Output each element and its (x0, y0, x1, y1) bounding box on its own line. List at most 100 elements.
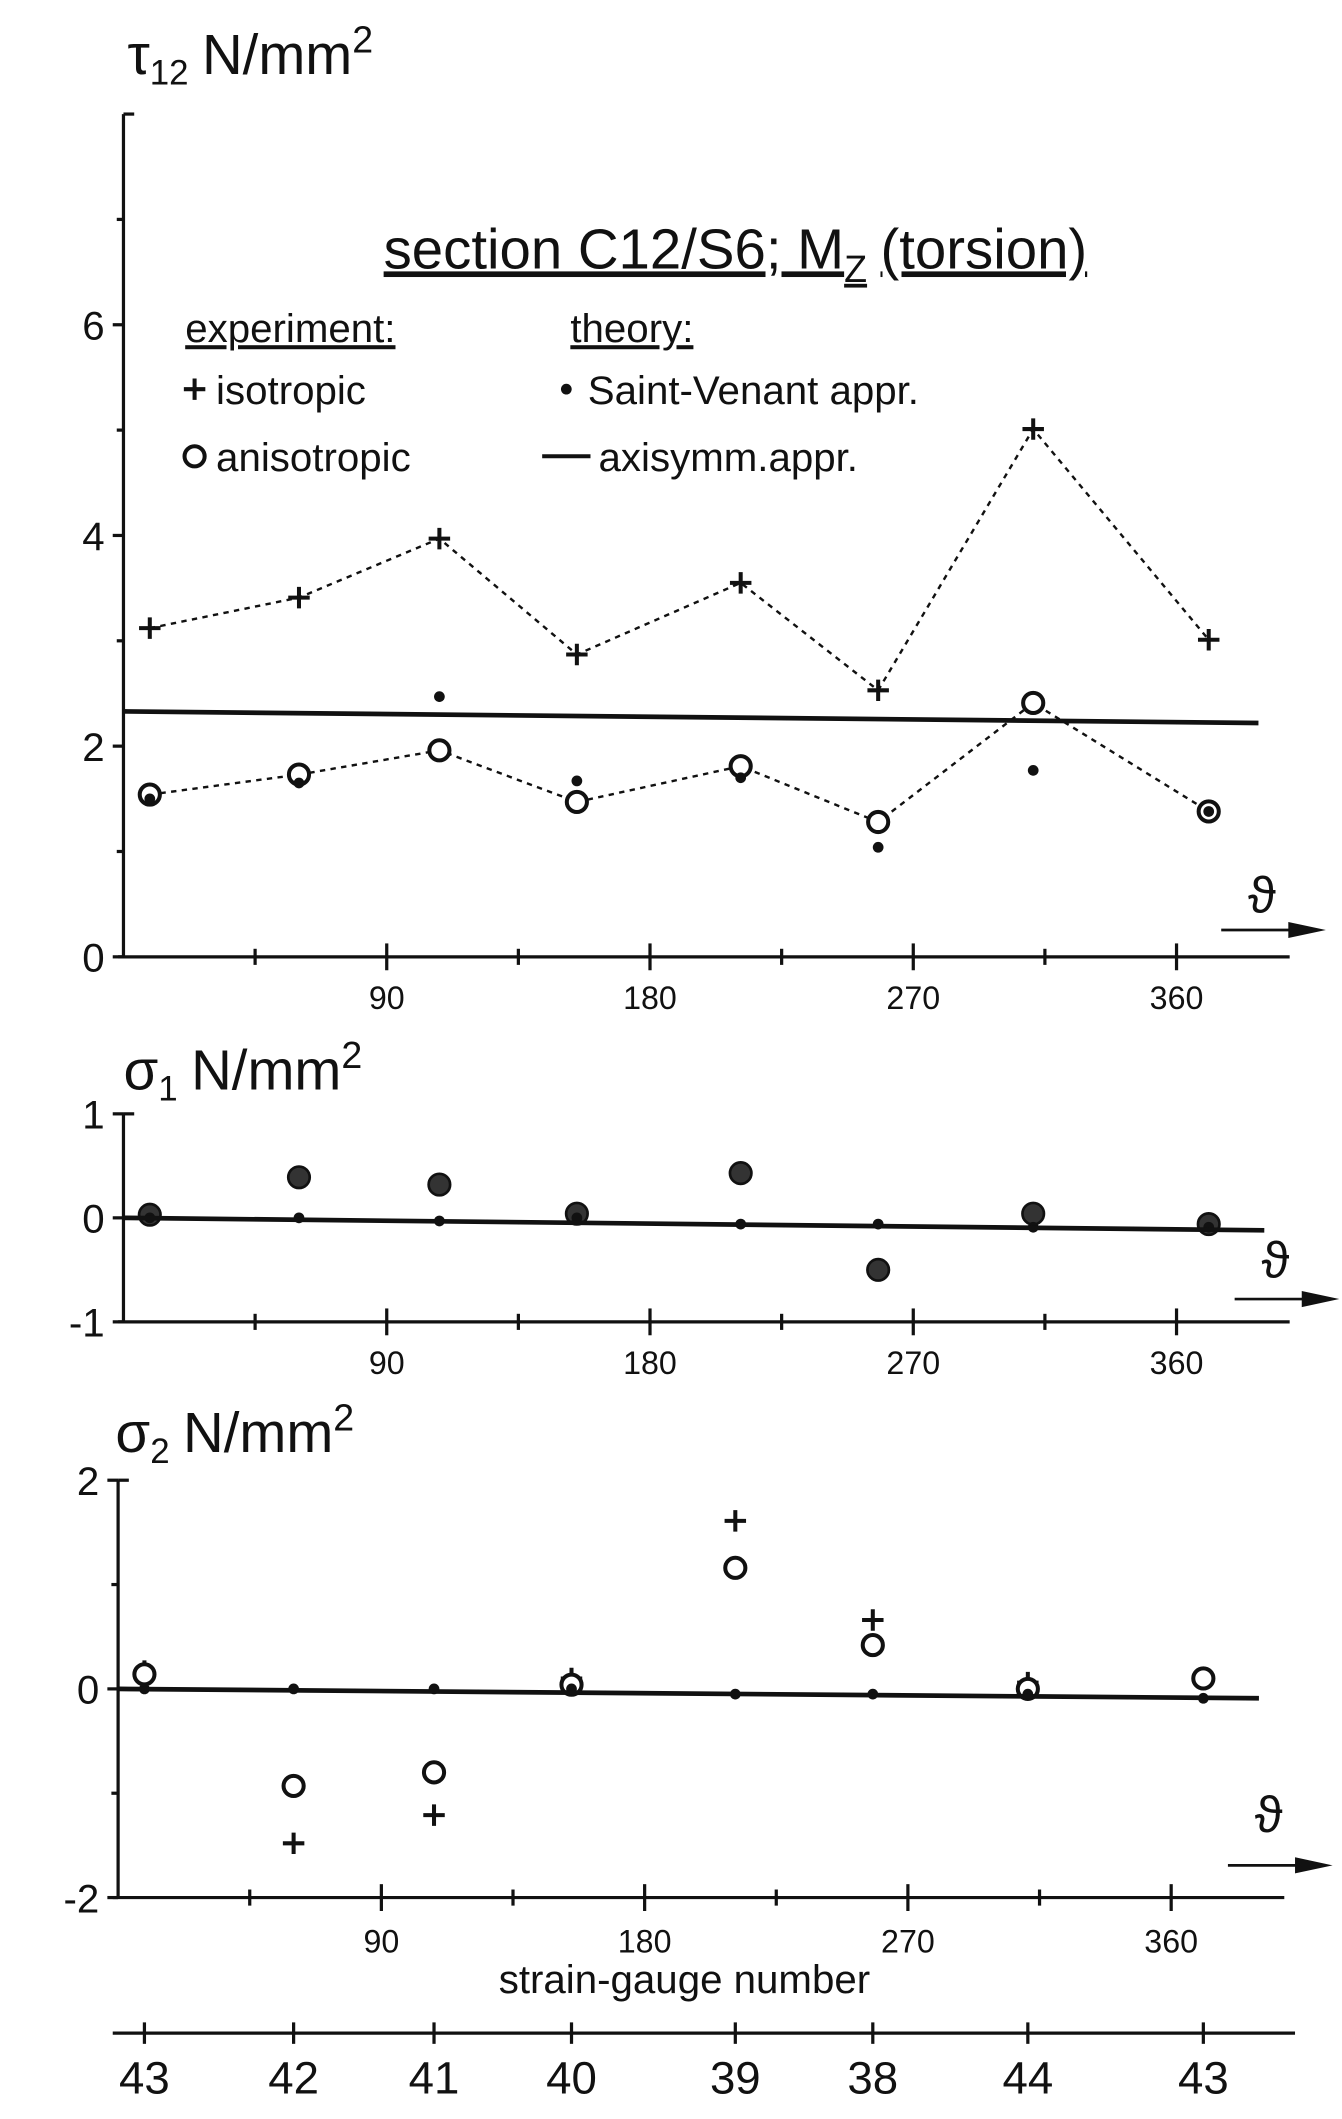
y-label-symbol: σ (123, 1039, 158, 1102)
plus-marker (139, 617, 161, 639)
gauge-label: 41 (409, 2053, 460, 2104)
circle-marker (281, 1773, 306, 1799)
y-tick-label: 6 (82, 304, 104, 349)
circle-marker (860, 1632, 885, 1658)
y-tick-label: 0 (77, 1668, 99, 1713)
circle-marker (866, 809, 891, 835)
plus-marker (1022, 418, 1044, 440)
plus-marker (566, 643, 588, 666)
legend-group: experiment: (185, 306, 395, 351)
x-tick-label: 270 (881, 1924, 935, 1960)
y-label-superscript: 2 (333, 1397, 354, 1439)
title-subscript: Z (844, 248, 867, 290)
dot-marker (735, 772, 747, 784)
dot-marker (1027, 765, 1039, 776)
circle-marker (182, 444, 207, 469)
y-tick-label: 1 (82, 1093, 104, 1138)
plus-marker (1197, 629, 1220, 651)
circle-marker (564, 789, 589, 815)
y-tick-label: 0 (82, 1197, 104, 1242)
x-tick-label: 90 (369, 980, 405, 1016)
circle-marker (728, 1161, 753, 1186)
gauge-label: 43 (119, 2053, 170, 2104)
plus-marker (183, 378, 206, 400)
y-tick-label: 4 (82, 514, 104, 559)
y-label-unit: N/mm (191, 1039, 341, 1102)
circle-marker (1021, 690, 1046, 716)
x-arrow-head (1295, 1857, 1333, 1874)
x-tick-label: 360 (1150, 980, 1204, 1016)
circle-marker (286, 1165, 312, 1190)
x-axis-label: ϑ (1248, 867, 1276, 924)
plus-marker (282, 1832, 305, 1855)
dot-marker (571, 775, 583, 787)
circle-marker (1191, 1666, 1216, 1691)
x-tick-label: 360 (1150, 1345, 1204, 1381)
x-axis-label: ϑ (1255, 1786, 1283, 1843)
circle-marker (427, 1172, 452, 1197)
y-label-symbol: σ (115, 1401, 150, 1464)
dot-marker (560, 383, 572, 395)
x-arrow-head (1288, 921, 1326, 939)
circle-marker (866, 1257, 891, 1282)
gauge-label: 39 (710, 2053, 761, 2104)
gauge-label: 42 (268, 2053, 319, 2104)
gauge-label: 43 (1178, 2053, 1229, 2104)
y-tick-label: 2 (82, 725, 104, 770)
y-tick-label: -1 (69, 1301, 105, 1346)
x-tick-label: 90 (369, 1345, 405, 1381)
y-label-symbol: τ (127, 23, 149, 86)
plus-marker (724, 1510, 747, 1532)
x-tick-label: 270 (886, 1345, 940, 1381)
dot-marker (144, 793, 156, 805)
gauge-label: 40 (546, 2053, 597, 2104)
dot-marker (872, 841, 884, 853)
plus-marker (288, 586, 310, 609)
title-suffix: (torsion) (880, 217, 1087, 280)
x-tick-label: 360 (1144, 1924, 1198, 1960)
title-text: section C12/S6; M (384, 217, 844, 280)
dot-marker (1203, 806, 1215, 817)
x-tick-label: 180 (623, 1345, 677, 1381)
series-line (123, 1215, 1265, 1233)
series-line (123, 709, 1259, 726)
circle-marker (132, 1662, 157, 1687)
series-dotted-line (149, 426, 1210, 693)
chart-title: section C12/S6; MZ (torsion) (384, 217, 1088, 289)
legend-label: Saint-Venant appr. (588, 368, 919, 413)
plus-marker (729, 572, 752, 594)
y-axis-label: σ2 N/mm2 (115, 1397, 354, 1471)
dot-marker (293, 777, 305, 789)
y-label-subscript: 2 (150, 1432, 169, 1471)
y-label-superscript: 2 (352, 18, 373, 60)
gauge-label: 44 (1002, 2053, 1053, 2104)
y-tick-label: -2 (64, 1876, 100, 1921)
legend-label: isotropic (216, 368, 366, 413)
dot-marker (434, 691, 445, 703)
y-label-subscript: 12 (150, 54, 189, 93)
circle-marker (421, 1760, 447, 1785)
circle-marker (1021, 1201, 1046, 1226)
circle-marker (723, 1555, 748, 1580)
legend-group: theory: (570, 306, 693, 351)
y-tick-label: 0 (82, 936, 104, 981)
legend-label: anisotropic (216, 435, 411, 480)
series-line (118, 1686, 1259, 1701)
y-tick-label: 2 (77, 1459, 99, 1504)
plus-marker (428, 527, 451, 550)
x-tick-label: 270 (886, 980, 940, 1016)
y-axis-label: σ1 N/mm2 (123, 1034, 362, 1108)
x-tick-label: 90 (363, 1924, 399, 1960)
plus-marker (423, 1804, 445, 1826)
series-dotted-line (149, 701, 1210, 824)
x-arrow-head (1301, 1290, 1340, 1308)
plus-marker (862, 1609, 884, 1631)
y-label-unit: N/mm (183, 1401, 333, 1464)
legend-label: axisymm.appr. (599, 435, 858, 480)
circle-marker (427, 738, 452, 763)
x-tick-label: 180 (623, 980, 677, 1016)
gauge-axis-label: strain-gauge number (499, 1957, 870, 2002)
x-tick-label: 180 (618, 1924, 672, 1960)
